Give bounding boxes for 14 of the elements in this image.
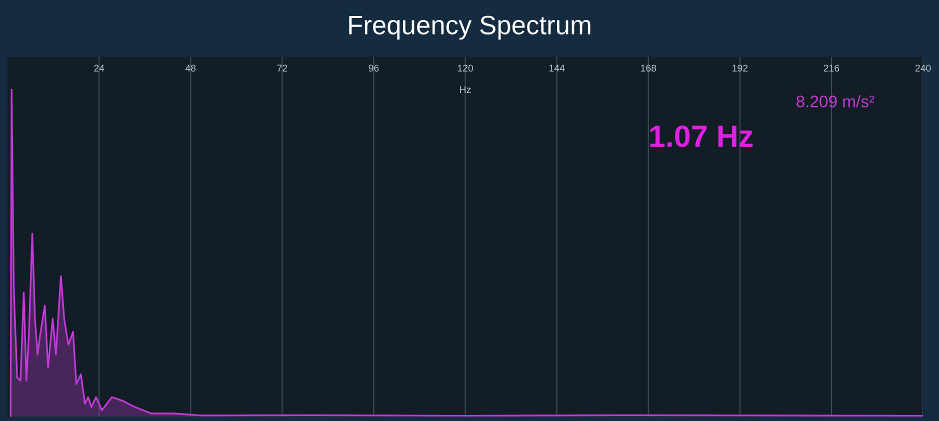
x-tick-label: 168 — [641, 64, 656, 72]
annotation: 1.07 Hz — [650, 125, 753, 148]
x-tick-label: 72 — [277, 64, 288, 72]
x-tick-label: 48 — [185, 64, 196, 72]
annotation: 8.209 m/s² — [796, 95, 874, 108]
x-tick-label: 240 — [915, 64, 931, 72]
x-tick-label: 144 — [549, 64, 565, 72]
x-tick-label: 96 — [368, 64, 379, 72]
x-tick-label: 216 — [824, 64, 840, 72]
x-tick-label: 192 — [732, 64, 748, 72]
x-axis-title: Hz — [460, 86, 471, 93]
chart-title: Frequency Spectrum — [349, 16, 590, 40]
x-tick-label: 120 — [458, 64, 474, 72]
x-tick-label: 24 — [94, 64, 104, 72]
